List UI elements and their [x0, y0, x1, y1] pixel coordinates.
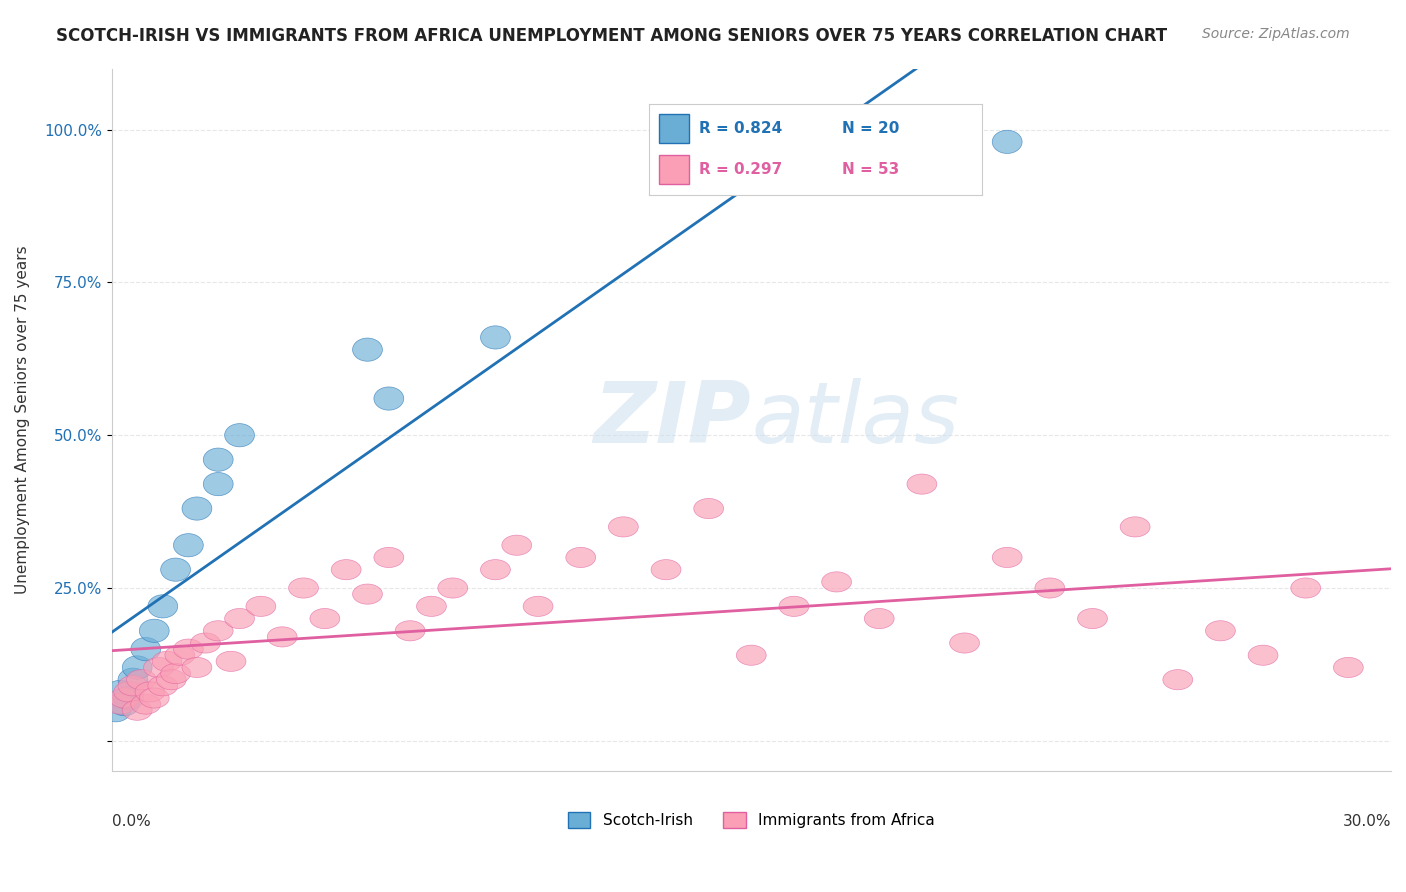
Ellipse shape — [949, 633, 980, 653]
Ellipse shape — [122, 700, 152, 721]
Ellipse shape — [204, 621, 233, 640]
Ellipse shape — [374, 387, 404, 410]
Ellipse shape — [693, 130, 724, 153]
Ellipse shape — [148, 676, 177, 696]
Ellipse shape — [148, 595, 177, 618]
Ellipse shape — [131, 694, 160, 714]
Ellipse shape — [173, 533, 204, 557]
Ellipse shape — [225, 424, 254, 447]
Ellipse shape — [693, 499, 724, 518]
Ellipse shape — [181, 497, 212, 520]
Ellipse shape — [353, 584, 382, 604]
Ellipse shape — [160, 664, 190, 683]
Ellipse shape — [118, 668, 148, 691]
Ellipse shape — [160, 558, 190, 582]
Ellipse shape — [217, 651, 246, 672]
Ellipse shape — [127, 670, 156, 690]
Ellipse shape — [481, 559, 510, 580]
Legend: Scotch-Irish, Immigrants from Africa: Scotch-Irish, Immigrants from Africa — [561, 805, 941, 834]
Text: atlas: atlas — [751, 378, 959, 461]
Ellipse shape — [114, 681, 143, 702]
Ellipse shape — [122, 656, 152, 679]
Ellipse shape — [139, 688, 169, 708]
Ellipse shape — [114, 687, 143, 710]
Ellipse shape — [481, 326, 510, 349]
Ellipse shape — [288, 578, 318, 599]
Ellipse shape — [190, 633, 221, 653]
Ellipse shape — [1249, 645, 1278, 665]
Ellipse shape — [156, 670, 186, 690]
Ellipse shape — [1121, 516, 1150, 537]
Ellipse shape — [1333, 657, 1364, 678]
Ellipse shape — [1077, 608, 1108, 629]
Text: Source: ZipAtlas.com: Source: ZipAtlas.com — [1202, 27, 1350, 41]
Ellipse shape — [353, 338, 382, 361]
Ellipse shape — [523, 596, 553, 616]
Ellipse shape — [737, 645, 766, 665]
Ellipse shape — [437, 578, 468, 599]
Ellipse shape — [374, 548, 404, 567]
Ellipse shape — [1205, 621, 1236, 640]
Ellipse shape — [181, 657, 212, 678]
Ellipse shape — [609, 516, 638, 537]
Ellipse shape — [993, 130, 1022, 153]
Ellipse shape — [1291, 578, 1320, 599]
Ellipse shape — [779, 596, 808, 616]
Ellipse shape — [139, 619, 169, 642]
Y-axis label: Unemployment Among Seniors over 75 years: Unemployment Among Seniors over 75 years — [15, 245, 30, 594]
Ellipse shape — [173, 639, 204, 659]
Ellipse shape — [204, 448, 233, 471]
Ellipse shape — [395, 621, 425, 640]
Text: 30.0%: 30.0% — [1343, 814, 1391, 829]
Ellipse shape — [865, 608, 894, 629]
Ellipse shape — [309, 608, 340, 629]
Ellipse shape — [101, 698, 131, 722]
Ellipse shape — [1163, 670, 1192, 690]
Ellipse shape — [152, 651, 181, 672]
Ellipse shape — [165, 645, 195, 665]
Ellipse shape — [993, 548, 1022, 567]
Ellipse shape — [105, 694, 135, 714]
Text: 0.0%: 0.0% — [111, 814, 150, 829]
Ellipse shape — [821, 572, 852, 592]
Ellipse shape — [135, 681, 165, 702]
Ellipse shape — [651, 559, 681, 580]
Text: ZIP: ZIP — [593, 378, 751, 461]
Ellipse shape — [502, 535, 531, 556]
Ellipse shape — [565, 548, 596, 567]
Ellipse shape — [225, 608, 254, 629]
Ellipse shape — [105, 681, 135, 704]
Ellipse shape — [110, 692, 139, 715]
Ellipse shape — [267, 627, 297, 647]
Ellipse shape — [143, 657, 173, 678]
Ellipse shape — [204, 473, 233, 496]
Ellipse shape — [118, 676, 148, 696]
Ellipse shape — [416, 596, 446, 616]
Ellipse shape — [246, 596, 276, 616]
Ellipse shape — [907, 474, 936, 494]
Ellipse shape — [110, 688, 139, 708]
Ellipse shape — [1035, 578, 1064, 599]
Text: SCOTCH-IRISH VS IMMIGRANTS FROM AFRICA UNEMPLOYMENT AMONG SENIORS OVER 75 YEARS : SCOTCH-IRISH VS IMMIGRANTS FROM AFRICA U… — [56, 27, 1167, 45]
Ellipse shape — [332, 559, 361, 580]
Ellipse shape — [131, 638, 160, 661]
